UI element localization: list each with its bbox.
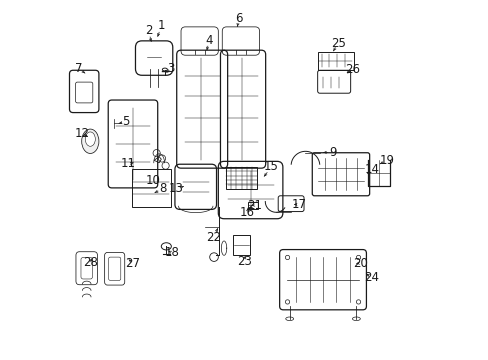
Text: 2: 2 (144, 24, 152, 37)
Text: 22: 22 (206, 231, 221, 244)
Text: 19: 19 (379, 154, 394, 167)
Text: 17: 17 (291, 198, 306, 211)
Text: 27: 27 (125, 257, 140, 270)
Text: 10: 10 (145, 174, 160, 186)
Text: 14: 14 (364, 163, 379, 176)
Circle shape (285, 300, 289, 304)
Text: 21: 21 (246, 199, 262, 212)
Text: 16: 16 (240, 207, 254, 220)
Text: 8: 8 (159, 183, 166, 195)
Text: 26: 26 (345, 63, 360, 76)
Circle shape (356, 255, 360, 260)
Text: 12: 12 (75, 127, 90, 140)
Bar (317, 51, 353, 69)
Text: 1: 1 (157, 19, 165, 32)
Text: 28: 28 (83, 256, 98, 269)
Text: 20: 20 (353, 257, 368, 270)
Circle shape (356, 300, 360, 304)
Bar (131, 168, 171, 207)
Text: 24: 24 (364, 271, 379, 284)
Text: 4: 4 (205, 33, 213, 47)
Text: 13: 13 (168, 183, 183, 195)
Text: 3: 3 (167, 62, 174, 75)
Text: 6: 6 (235, 12, 243, 25)
Ellipse shape (81, 129, 99, 153)
Circle shape (285, 255, 289, 260)
Text: 9: 9 (329, 146, 337, 159)
Text: 23: 23 (237, 255, 251, 268)
Text: 7: 7 (75, 62, 82, 75)
Text: 11: 11 (120, 157, 135, 170)
Bar (233, 234, 250, 255)
Bar (225, 167, 257, 189)
Text: 18: 18 (164, 246, 179, 259)
Text: 25: 25 (330, 36, 345, 50)
Text: 15: 15 (264, 160, 278, 173)
Ellipse shape (85, 132, 95, 146)
Bar (247, 202, 258, 210)
Text: 5: 5 (122, 116, 129, 129)
